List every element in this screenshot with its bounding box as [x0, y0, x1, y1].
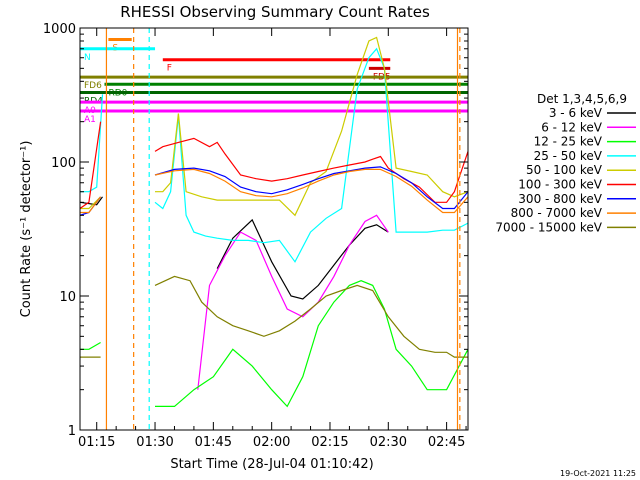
series-line-7000-15000-kev — [80, 276, 468, 357]
y-tick-label: 1 — [68, 424, 76, 439]
series-line-300-800-kev — [80, 167, 468, 215]
y-tick-label: 100 — [51, 156, 76, 171]
flag-label-n: N — [84, 53, 91, 63]
series-line-6-12-kev — [198, 215, 388, 389]
x-axis-label: Start Time (28-Jul-04 01:10:42) — [170, 457, 373, 472]
x-tick-label: 02:45 — [428, 435, 465, 450]
plot-frame — [80, 28, 468, 430]
flag-band-group: SNFFD5FD6RD0RD4A0A1 — [80, 40, 468, 126]
series-line-3-6-kev — [80, 197, 388, 299]
legend-label-300-800-kev: 300 - 800 keV — [518, 192, 602, 206]
flag-label-fd6: FD6 — [84, 81, 102, 91]
legend-label-7000-15000-kev: 7000 - 15000 keV — [495, 220, 602, 234]
y-axis-label: Count Rate (s⁻¹ detector⁻¹) — [19, 141, 34, 318]
series-line-25-50-kev — [80, 49, 468, 262]
x-tick-label: 01:30 — [136, 435, 173, 450]
legend-label-3-6-kev: 3 - 6 keV — [549, 106, 603, 120]
chart-title: RHESSI Observing Summary Count Rates — [120, 3, 430, 21]
x-tick-label: 02:30 — [370, 435, 407, 450]
y-tick-label: 10 — [59, 290, 76, 305]
series-line-800-7000-kev — [80, 169, 468, 212]
flag-label-a1: A1 — [84, 115, 96, 125]
legend-label-100-300-kev: 100 - 300 keV — [518, 178, 602, 192]
x-tick-label: 01:15 — [78, 435, 115, 450]
x-tick-label: 01:45 — [195, 435, 232, 450]
legend-title: Det 1,3,4,5,6,9 — [537, 92, 627, 106]
x-tick-label: 02:15 — [311, 435, 348, 450]
legend-label-800-7000-kev: 800 - 7000 keV — [511, 206, 603, 220]
x-tick-label: 02:00 — [253, 435, 290, 450]
series-line-12-25-kev — [80, 281, 468, 407]
legend-label-6-12-kev: 6 - 12 keV — [541, 120, 603, 134]
vertical-marker-group — [106, 28, 459, 430]
footer-timestamp: 19-Oct-2021 11:25 — [560, 469, 636, 478]
series-line-100-300-kev — [80, 122, 468, 209]
legend-label-25-50-kev: 25 - 50 keV — [534, 149, 603, 163]
flag-label-f: F — [167, 64, 172, 74]
legend-label-12-25-kev: 12 - 25 keV — [534, 135, 603, 149]
y-tick-label: 1000 — [43, 22, 76, 37]
legend-label-50-100-kev: 50 - 100 keV — [526, 163, 603, 177]
series-line-50-100-kev — [80, 38, 468, 216]
